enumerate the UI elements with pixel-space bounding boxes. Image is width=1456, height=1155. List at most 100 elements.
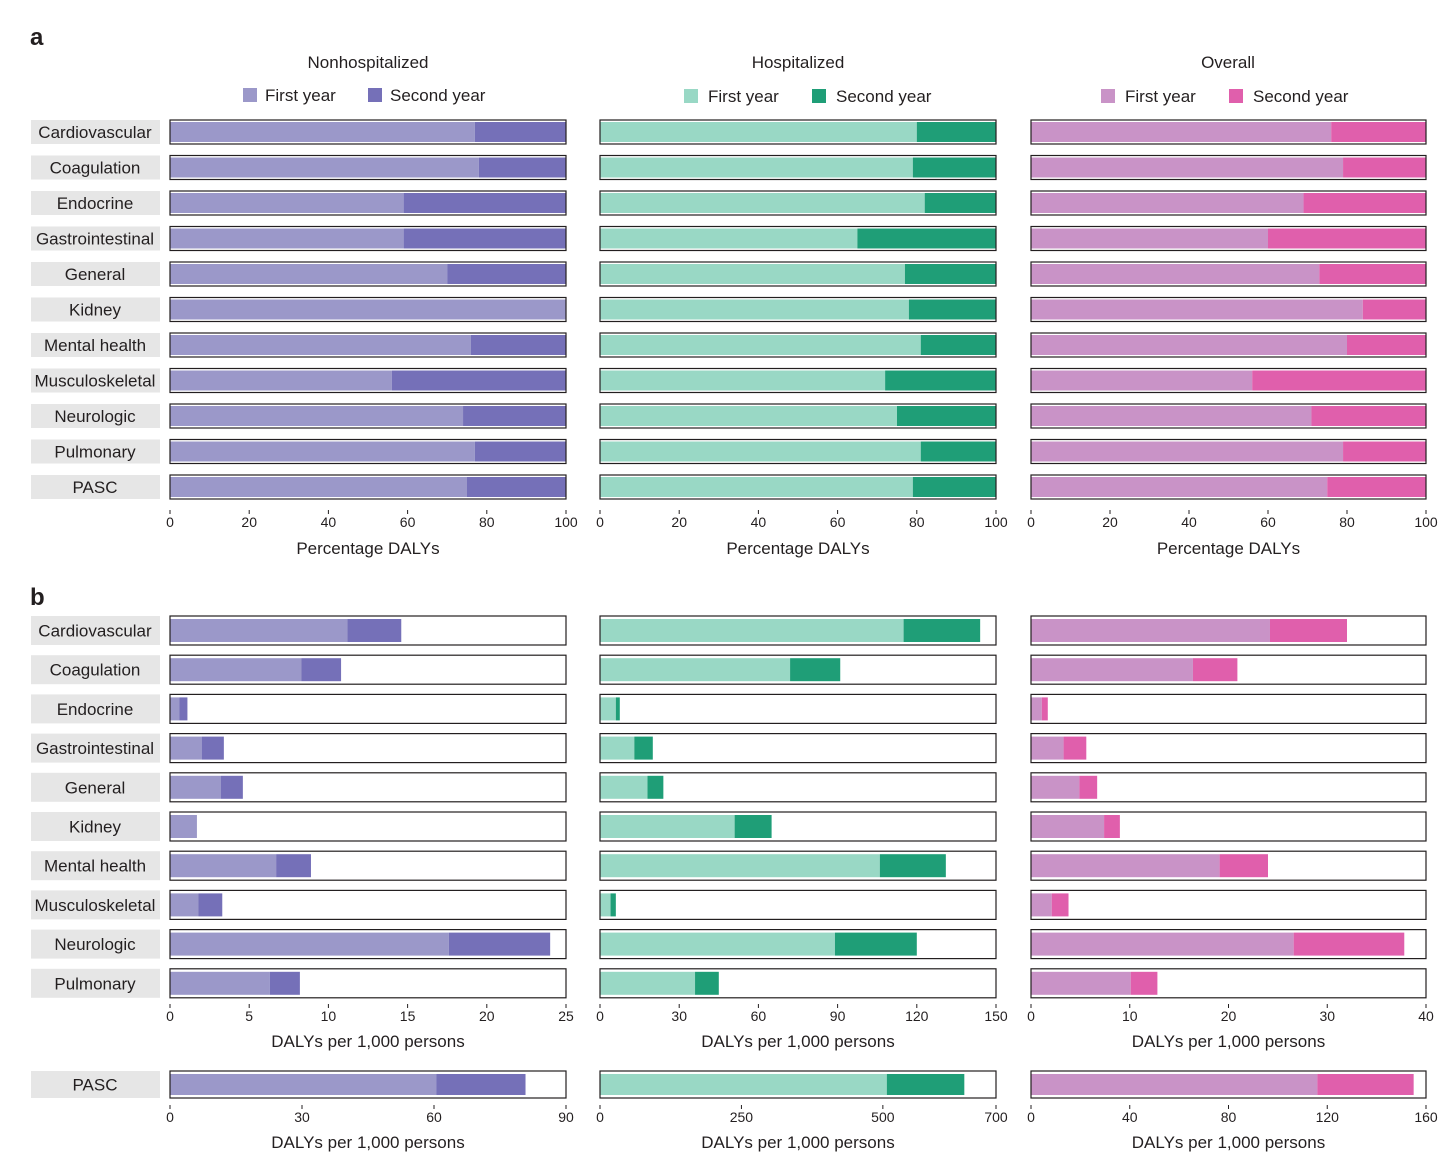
bar-second-year-nonhospitalized-pulmonary [474, 441, 566, 462]
bar-first-year-hospitalized-musculoskeletal [600, 370, 886, 391]
bar-first-year-hospitalized-coagulation [600, 658, 791, 682]
x-tick-label: 20 [1221, 1008, 1237, 1024]
x-tick-label: 20 [241, 514, 257, 530]
bar-frame-nonhospitalized-neurologic [169, 928, 567, 960]
bar-frame-nonhospitalized-general [169, 772, 567, 803]
bar-second-year-nonhospitalized-coagulation [478, 157, 566, 178]
bar-frame-nonhospitalized-general [169, 261, 567, 287]
bar-second-year-overall-pulmonary [1343, 441, 1426, 462]
bar-first-year-nonhospitalized-neurologic [170, 406, 464, 426]
bar-frame-overall-kidney [1030, 296, 1427, 323]
bar-frame-hospitalized-pasc [599, 1070, 997, 1099]
x-axis-label-overall: DALYs per 1,000 persons [1132, 1133, 1325, 1152]
bar-first-year-hospitalized-pasc [600, 477, 913, 497]
bar-first-year-hospitalized-mental-health [600, 335, 921, 355]
category-label-musculoskeletal: Musculoskeletal [35, 372, 156, 391]
bar-first-year-overall-cardiovascular [1031, 122, 1332, 142]
bar-frame-nonhospitalized-kidney [169, 296, 567, 323]
bar-first-year-hospitalized-coagulation [600, 157, 913, 178]
bar-frame-hospitalized-gastrointestinal [599, 225, 997, 252]
category-label-musculoskeletal: Musculoskeletal [35, 896, 156, 915]
legend-swatch-second-year [1229, 89, 1243, 103]
bar-first-year-nonhospitalized-kidney [170, 815, 197, 838]
category-label-bg [31, 1071, 160, 1098]
x-axis-label-overall: Percentage DALYs [1157, 539, 1300, 558]
bar-frame-nonhospitalized-musculoskeletal [169, 367, 567, 394]
bar-frame-nonhospitalized-coagulation [169, 654, 567, 685]
x-tick-label: 0 [166, 514, 174, 530]
bar-second-year-nonhospitalized-pulmonary [269, 971, 300, 995]
bar-second-year-overall-pulmonary [1130, 971, 1158, 995]
category-label-kidney: Kidney [69, 301, 121, 320]
category-label-neurologic: Neurologic [54, 935, 136, 954]
bar-first-year-overall-endocrine [1031, 193, 1304, 213]
x-tick-label: 80 [479, 514, 495, 530]
x-tick-label: 0 [1027, 1109, 1035, 1125]
bar-second-year-nonhospitalized-neurologic [448, 932, 551, 956]
bar-first-year-nonhospitalized-musculoskeletal [170, 370, 392, 391]
category-label-kidney: Kidney [69, 818, 121, 837]
x-tick-label: 20 [671, 514, 687, 530]
category-label-general: General [65, 265, 125, 284]
bar-second-year-nonhospitalized-endocrine [179, 697, 188, 721]
bar-second-year-hospitalized-general [647, 775, 664, 799]
bar-second-year-overall-endocrine [1041, 697, 1048, 721]
bar-frame-nonhospitalized-cardiovascular [169, 615, 567, 646]
bar-first-year-hospitalized-endocrine [600, 193, 925, 213]
bar-second-year-hospitalized-mental-health [879, 854, 946, 878]
bar-first-year-overall-gastrointestinal [1031, 228, 1268, 249]
bar-first-year-overall-kidney [1031, 299, 1363, 320]
legend-label-second-year: Second year [390, 86, 486, 105]
category-label-bg [31, 475, 160, 499]
bar-frame-hospitalized-gastrointestinal [599, 732, 997, 764]
x-tick-label: 25 [558, 1008, 574, 1024]
x-tick-label: 40 [1418, 1008, 1434, 1024]
x-tick-label: 40 [321, 514, 337, 530]
bar-first-year-nonhospitalized-endocrine [170, 193, 404, 213]
bar-second-year-overall-coagulation [1192, 658, 1238, 682]
bar-frame-overall-neurologic [1030, 403, 1427, 429]
bar-first-year-hospitalized-neurologic [600, 406, 897, 426]
bar-frame-nonhospitalized-pasc [169, 474, 567, 500]
bar-second-year-overall-mental-health [1347, 335, 1426, 355]
bar-frame-overall-general [1030, 261, 1427, 287]
bar-second-year-hospitalized-musculoskeletal [610, 893, 616, 917]
bar-first-year-hospitalized-cardiovascular [600, 619, 904, 642]
bar-second-year-hospitalized-cardiovascular [903, 619, 981, 642]
bar-second-year-overall-kidney [1362, 299, 1426, 320]
x-tick-label: 60 [400, 514, 416, 530]
bar-frame-overall-cardiovascular [1030, 119, 1427, 145]
bar-frame-nonhospitalized-pulmonary [169, 968, 567, 999]
x-tick-label: 30 [671, 1008, 687, 1024]
bar-second-year-nonhospitalized-gastrointestinal [201, 736, 224, 760]
category-label-coagulation: Coagulation [50, 159, 141, 178]
bar-frame-nonhospitalized-coagulation [169, 154, 567, 181]
bar-second-year-hospitalized-cardiovascular [916, 122, 996, 142]
legend-swatch-first-year [243, 88, 257, 102]
bar-first-year-overall-general [1031, 264, 1320, 284]
bar-frame-nonhospitalized-mental-health [169, 332, 567, 358]
bar-first-year-nonhospitalized-kidney [170, 299, 566, 320]
bar-first-year-nonhospitalized-pasc [170, 1074, 437, 1095]
column-title-overall: Overall [1201, 53, 1255, 72]
category-label-bg [31, 368, 160, 393]
legend-swatch-second-year [368, 88, 382, 102]
bar-first-year-overall-endocrine [1031, 697, 1042, 721]
category-label-bg [31, 812, 160, 841]
bar-first-year-nonhospitalized-endocrine [170, 697, 180, 721]
category-label-bg [31, 155, 160, 180]
x-tick-label: 60 [751, 1008, 767, 1024]
category-label-bg [31, 655, 160, 685]
category-label-bg [31, 226, 160, 251]
bar-second-year-hospitalized-gastrointestinal [634, 736, 653, 760]
category-label-bg [31, 297, 160, 322]
bar-first-year-hospitalized-pulmonary [600, 971, 696, 995]
x-tick-label: 80 [1339, 514, 1355, 530]
bar-frame-overall-pasc [1030, 474, 1427, 500]
bar-frame-overall-gastrointestinal [1030, 732, 1427, 764]
bar-frame-overall-pulmonary [1030, 438, 1427, 465]
bar-frame-hospitalized-mental-health [599, 332, 997, 358]
x-tick-label: 15 [400, 1008, 416, 1024]
bar-frame-overall-cardiovascular [1030, 615, 1427, 646]
